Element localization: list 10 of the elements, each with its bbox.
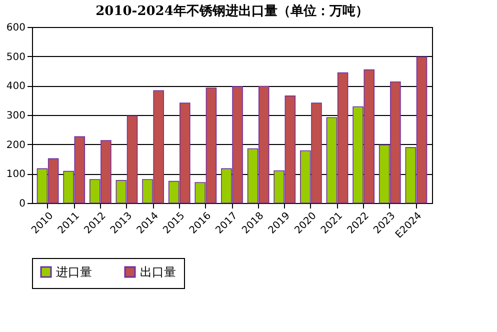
y-tick-label: 100 bbox=[6, 169, 26, 180]
y-tick-label: 500 bbox=[6, 52, 26, 63]
legend-label: 进口量 bbox=[56, 265, 92, 279]
y-tick-label: 400 bbox=[6, 81, 26, 92]
y-tick-label: 600 bbox=[6, 22, 26, 34]
legend-label: 出口量 bbox=[140, 265, 176, 279]
y-tick-label: 200 bbox=[6, 140, 26, 151]
chart-title: 2010-2024年不锈钢进出口量（单位：万吨） bbox=[96, 3, 368, 19]
y-tick-label: 300 bbox=[6, 110, 26, 122]
y-tick-label: 0 bbox=[19, 198, 26, 210]
